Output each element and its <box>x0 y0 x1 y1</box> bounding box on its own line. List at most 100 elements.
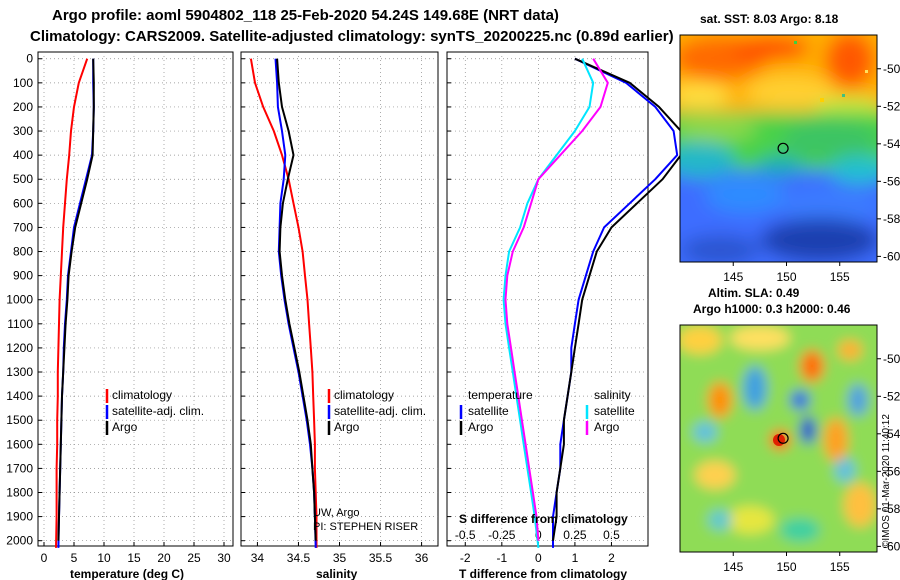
map-y-tick-label: -52 <box>883 99 900 113</box>
depth-tick-label: 200 <box>13 100 33 114</box>
series-argo <box>276 58 317 541</box>
sla-field <box>680 325 877 552</box>
x-tick-label: 15 <box>127 551 141 565</box>
x-tick-label: 35 <box>333 551 347 565</box>
depth-tick-label: 1000 <box>6 293 33 307</box>
salinity-tick-labels: 34 34.5 35 35.5 36 <box>251 551 429 565</box>
salinity-legend: climatology satellite-adj. clim. Argo <box>327 388 426 435</box>
legend-label-argo: Argo <box>334 420 360 434</box>
x-tick-label: 34.5 <box>287 551 311 565</box>
sla-map-title: Altim. SLA: 0.49 <box>708 286 800 300</box>
depth-tick-label: 1500 <box>6 413 33 427</box>
map-x-tick-label: 155 <box>830 270 850 284</box>
map-x-tick-label: 145 <box>723 270 743 284</box>
map-x-tick-label: 155 <box>830 560 850 574</box>
depth-tick-label: 1800 <box>6 486 33 500</box>
x-tick-label: 20 <box>157 551 171 565</box>
sla-map-panel: Altim. SLA: 0.49 Argo h1000: 0.3 h2000: … <box>679 286 900 574</box>
x-tick-label: 1 <box>572 551 579 565</box>
depth-tick-label: 1100 <box>7 317 33 331</box>
salinity-grid <box>241 52 438 546</box>
salinity-xlabel: salinity <box>316 567 358 580</box>
depth-tick-label: 400 <box>13 148 33 162</box>
legend-label-satellite: satellite-adj. clim. <box>112 404 204 418</box>
depth-tick-label: 1400 <box>6 389 33 403</box>
map-y-tick-label: -50 <box>883 352 900 366</box>
x-tick-label: -2 <box>460 551 471 565</box>
x-tick-label: 10 <box>97 551 111 565</box>
legend-title-salinity: salinity <box>594 388 631 402</box>
temperature-grid <box>38 52 233 546</box>
map-y-tick-label: -58 <box>883 502 900 516</box>
map-y-tick-label: -52 <box>883 389 900 403</box>
difference-panel: -2 -1 0 1 2 -0.5 -0.25 0 0.25 0.5 T difference f… <box>446 51 682 580</box>
map-y-tick-label: -60 <box>883 539 900 553</box>
salinity-axes-frame <box>240 51 439 547</box>
map-y-tick-label: -60 <box>883 249 900 263</box>
x-tick-label: 0 <box>535 551 542 565</box>
difference-legend-salinity: salinity satellite Argo <box>585 388 635 435</box>
depth-tick-label: 600 <box>13 196 33 210</box>
figure-title-line1: Argo profile: aoml 5904802_118 25-Feb-20… <box>52 7 559 24</box>
salinity-diff-tick-label: 0.25 <box>563 528 587 542</box>
series-salinity-satellite <box>502 58 595 549</box>
x-tick-label: 34 <box>251 551 265 565</box>
map-y-tick-label: -58 <box>883 212 900 226</box>
x-tick-label: 5 <box>71 551 78 565</box>
depth-tick-label: 900 <box>13 269 33 283</box>
sla-map-axes: -50 -52 -54 -56 -58 -60 145 150 155 <box>723 352 900 574</box>
legend-label-temperature-satellite: satellite <box>468 404 509 418</box>
sst-map-panel: sat. SST: 8.03 Argo: 8.18 <box>679 12 900 284</box>
difference-axes-frame <box>446 51 649 547</box>
map-x-tick-label: 150 <box>776 270 796 284</box>
sst-argo-position-marker <box>777 142 789 154</box>
map-y-tick-label: -54 <box>883 427 900 441</box>
legend-title-temperature: temperature <box>468 388 533 402</box>
difference-tick-labels: -2 -1 0 1 2 <box>460 551 615 565</box>
x-tick-label: 2 <box>608 551 615 565</box>
depth-tick-label: 1200 <box>6 341 33 355</box>
x-tick-label: 0 <box>41 551 48 565</box>
legend-label-salinity-argo: Argo <box>594 420 620 434</box>
legend-label-satellite: satellite-adj. clim. <box>334 404 426 418</box>
legend-label-climatology: climatology <box>112 388 172 402</box>
series-climatology <box>55 58 89 548</box>
sst-map-frame <box>679 34 878 263</box>
temperature-legend: climatology satellite-adj. clim. Argo <box>105 388 204 435</box>
sla-argo-position-marker <box>777 432 789 444</box>
depth-tick-label: 0 <box>26 52 33 66</box>
temperature-xlabel: temperature (deg C) <box>70 567 184 580</box>
depth-tick-label: 2000 <box>6 534 33 548</box>
salinity-panel: 34 34.5 35 35.5 36 salinity climatology sate… <box>240 51 439 580</box>
salinity-series <box>249 58 318 548</box>
depth-tick-label: 1900 <box>6 510 33 524</box>
series-salinity-argo <box>504 58 609 541</box>
legend-label-salinity-satellite: satellite <box>594 404 635 418</box>
sst-field <box>680 35 877 262</box>
imos-timestamp: ©IMOS 01-Mar-2020 11:40:12 <box>881 414 892 548</box>
map-y-tick-label: -56 <box>883 464 900 478</box>
sla-map-frame <box>679 324 878 553</box>
x-tick-label: -1 <box>496 551 507 565</box>
salinity-diff-tick-label: 0.5 <box>603 528 620 542</box>
depth-tick-label: 100 <box>13 76 33 90</box>
legend-label-climatology: climatology <box>334 388 394 402</box>
sst-map-title: sat. SST: 8.03 Argo: 8.18 <box>700 12 839 26</box>
salinity-diff-tick-label: -0.25 <box>488 528 516 542</box>
sst-map-axes: -50 -52 -54 -56 -58 -60 145 150 155 <box>723 62 900 284</box>
data-source-line1: UW, Argo <box>313 507 359 519</box>
figure-title-line2: Climatology: CARS2009. Satellite-adjuste… <box>30 28 674 45</box>
map-x-tick-label: 145 <box>723 560 743 574</box>
x-tick-label: 30 <box>217 551 231 565</box>
series-climatology <box>249 58 318 548</box>
map-y-tick-label: -54 <box>883 137 900 151</box>
legend-label-argo: Argo <box>112 420 138 434</box>
depth-tick-label: 800 <box>13 245 33 259</box>
temperature-panel: 0100200300400500600700800900100011001200… <box>6 51 234 580</box>
difference-legend-temperature: temperature satellite Argo <box>459 388 533 435</box>
map-x-tick-label: 150 <box>776 560 796 574</box>
depth-tick-label: 700 <box>13 220 33 234</box>
x-tick-label: 36 <box>415 551 429 565</box>
x-tick-label: 35.5 <box>369 551 393 565</box>
